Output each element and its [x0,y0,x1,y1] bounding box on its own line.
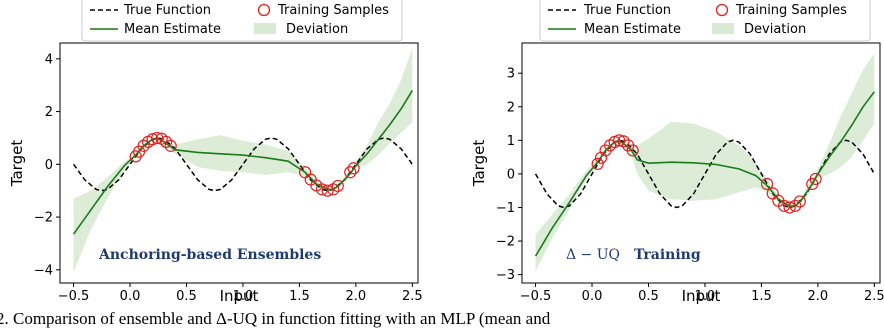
right-axes: −0.5 0.0 0.5 1.0 1.5 2.0 2.5 −3 −2 −1 0 1 2 3 [496,67,884,304]
right-y-tick-label: 1 [507,134,515,149]
right-training-sample-point [789,199,802,212]
right-y-tick-label: 0 [507,167,515,182]
left-plot-frame [59,42,419,284]
left-training-sample-point [137,139,150,152]
legend-mean-estimate-label: Mean Estimate [124,22,221,37]
right-chart: True Function Training Samples Mean Esti… [470,0,884,305]
figure-caption: 2. Comparison of ensemble and Δ-UQ in fu… [0,309,551,328]
right-training-sample-point [793,195,806,208]
left-y-tick-label: −2 [34,211,53,226]
left-y-tick-label: −4 [34,263,53,278]
left-y-tick-label: 0 [45,158,53,173]
left-training-sample-point [160,135,173,149]
left-training-sample-point [347,162,360,175]
left-training-sample-point [146,133,159,146]
left-training-sample-point [344,166,357,179]
left-x-tick-label: 1.0 [233,289,254,304]
right-x-tick-label: 1.0 [695,289,716,304]
right-x-tick-label: 0.0 [582,289,603,304]
right-x-tick-label: 2.5 [864,289,884,304]
left-x-tick-label: 2.5 [402,289,423,304]
left-training-sample-point [331,179,344,193]
right-training-sample-point [613,134,626,147]
right-training-sample-point [783,201,796,214]
legend-deviation-label: Deviation [286,22,348,37]
legend-mean-estimate-label: Mean Estimate [584,22,681,37]
right-legend: True Function Training Samples Mean Esti… [539,0,871,42]
left-y-tick-label: 2 [45,105,53,120]
left-x-tick-label: 2.0 [346,289,367,304]
left-legend: True Function Training Samples Mean Esti… [81,0,403,42]
right-training-sample-point [594,151,608,164]
left-training-sample-point [164,139,177,152]
right-annotation: Training [634,247,701,263]
right-x-tick-label: −0.5 [520,289,552,304]
right-y-axis-label: Target [470,140,488,188]
left-plot-area [72,48,414,273]
legend-deviation-swatch [712,23,734,34]
right-plot-area [534,53,876,272]
left-x-tick-label: 1.5 [289,289,310,304]
right-deviation-band [535,53,875,272]
legend-training-samples-swatch [257,3,271,17]
right-training-sample-point [809,172,822,186]
left-x-tick-label: 0.0 [120,289,141,304]
right-training-sample-point [617,135,630,148]
right-x-tick-label: 1.5 [751,289,772,304]
legend-deviation-label: Deviation [744,22,806,37]
left-x-tick-label: −0.5 [58,289,90,304]
right-y-tick-label: 2 [507,100,515,115]
right-training-sample-point [760,177,774,191]
left-training-sample-point [321,184,334,197]
left-axes: −0.5 0.0 0.5 1.0 1.5 2.0 2.5 −4 −2 0 2 4 [34,52,423,304]
left-x-axis-label: Input [220,287,259,305]
right-plot-frame [521,42,881,284]
right-y-tick-label: 3 [507,67,515,82]
left-y-tick-label: 4 [45,52,53,67]
legend-true-function-label: True Function [123,3,211,18]
legend-training-samples-label: Training Samples [277,3,389,18]
left-y-axis-label: Target [8,140,26,188]
right-y-tick-label: −1 [496,201,515,216]
left-deviation-band [73,48,413,273]
right-annotation-math: Δ − UQ [566,247,620,263]
right-x-axis-label: Input [682,287,721,305]
right-y-tick-label: −3 [496,268,515,283]
left-x-tick-label: 0.5 [176,289,197,304]
legend-training-samples-swatch [715,3,729,17]
right-x-tick-label: 0.5 [638,289,659,304]
right-y-tick-label: −2 [496,235,515,250]
legend-deviation-swatch [254,23,276,34]
right-training-sample-point [626,144,639,157]
legend-training-samples-label: Training Samples [735,3,847,18]
legend-true-function-label: True Function [583,3,671,18]
left-annotation: Anchoring-based Ensembles [98,247,321,263]
right-x-tick-label: 2.0 [808,289,829,304]
right-mean-estimate-line [534,91,875,257]
right-training-sample-point [591,157,604,170]
left-chart: True Function Training Samples Mean Esti… [8,0,423,305]
